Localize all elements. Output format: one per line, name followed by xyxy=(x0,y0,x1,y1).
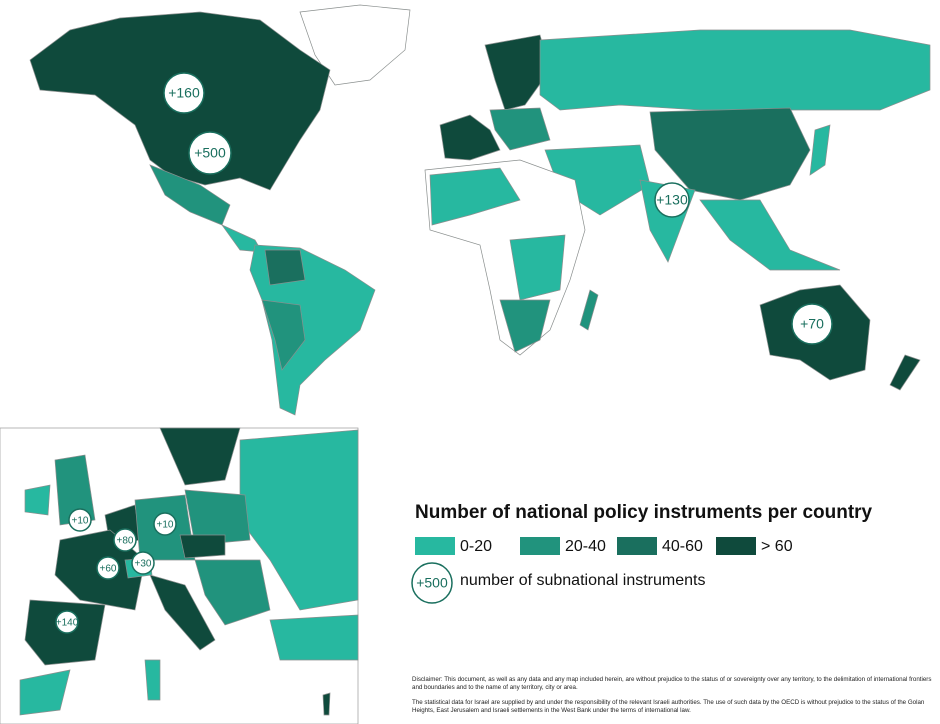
bubble-label: +500 xyxy=(194,145,226,161)
inset-uk xyxy=(54,454,96,526)
inset-israel xyxy=(322,692,331,716)
inset-sweden xyxy=(159,427,241,486)
bubble-legend-text: number of subnational instruments xyxy=(460,572,705,589)
inset-italy xyxy=(149,574,216,651)
scandinavia xyxy=(484,34,551,111)
legend-swatch xyxy=(415,537,455,555)
southeast-asia xyxy=(699,199,841,271)
bubble xyxy=(188,131,232,175)
bubble-label: +30 xyxy=(135,559,152,570)
japan xyxy=(809,124,831,176)
inset-czech xyxy=(179,534,226,559)
disclaimer-1: Disclaimer: This document, as well as an… xyxy=(412,676,932,691)
legend-swatch xyxy=(716,537,756,555)
africa-north xyxy=(429,167,521,226)
legend-label: 40-60 xyxy=(662,538,703,555)
bubble xyxy=(791,303,833,345)
south-america-mid xyxy=(261,299,306,371)
legend-label: 20-40 xyxy=(565,538,606,555)
europe-inset xyxy=(0,427,359,724)
bubble xyxy=(96,556,120,580)
bubble xyxy=(654,182,690,218)
inset-tunisia xyxy=(144,659,161,701)
inset-poland xyxy=(184,489,251,546)
bubble xyxy=(55,610,79,634)
bubble xyxy=(153,512,177,536)
new-zealand xyxy=(889,354,921,391)
bubble-label: +80 xyxy=(117,536,134,547)
legend-swatch xyxy=(520,537,560,555)
bubble xyxy=(131,551,155,575)
bubbles: +160 +500 +130 +70 +10 +10 +80 +30 +60 +140 xyxy=(55,72,833,634)
bubble xyxy=(163,72,205,114)
bubble xyxy=(411,562,453,604)
disclaimer-2: The statistical data for Israel are supp… xyxy=(412,699,925,714)
legend: 0-20 20-40 40-60 > 60 +500 number of subnatio… xyxy=(411,537,793,604)
inset-morocco xyxy=(19,669,71,716)
legend-label: > 60 xyxy=(761,538,793,555)
legend-swatch xyxy=(617,537,657,555)
greenland xyxy=(299,4,411,86)
legend-title: Number of national policy instruments pe… xyxy=(415,502,873,523)
africa-east xyxy=(509,234,566,301)
madagascar xyxy=(579,289,599,331)
bubble-label: +10 xyxy=(157,520,174,531)
china xyxy=(649,107,811,201)
inset-ireland xyxy=(24,484,51,516)
bubble-label: +10 xyxy=(72,516,89,527)
central-europe xyxy=(489,107,551,151)
bubble-label: +60 xyxy=(100,564,117,575)
bubble-label: +130 xyxy=(656,192,688,208)
bubble xyxy=(113,528,137,552)
bubble-label: +70 xyxy=(800,316,824,332)
legend-label: 0-20 xyxy=(460,538,492,555)
western-europe xyxy=(439,114,501,161)
russia xyxy=(539,29,931,111)
andes xyxy=(264,249,306,286)
world-map xyxy=(29,4,931,416)
inset-turkey xyxy=(269,614,359,661)
bubble xyxy=(68,508,92,532)
south-africa xyxy=(499,299,551,353)
bubble-label: +140 xyxy=(56,618,79,629)
inset-balkans xyxy=(194,559,271,626)
bubble-label: +160 xyxy=(168,85,200,101)
bubble-label: +500 xyxy=(416,575,448,591)
